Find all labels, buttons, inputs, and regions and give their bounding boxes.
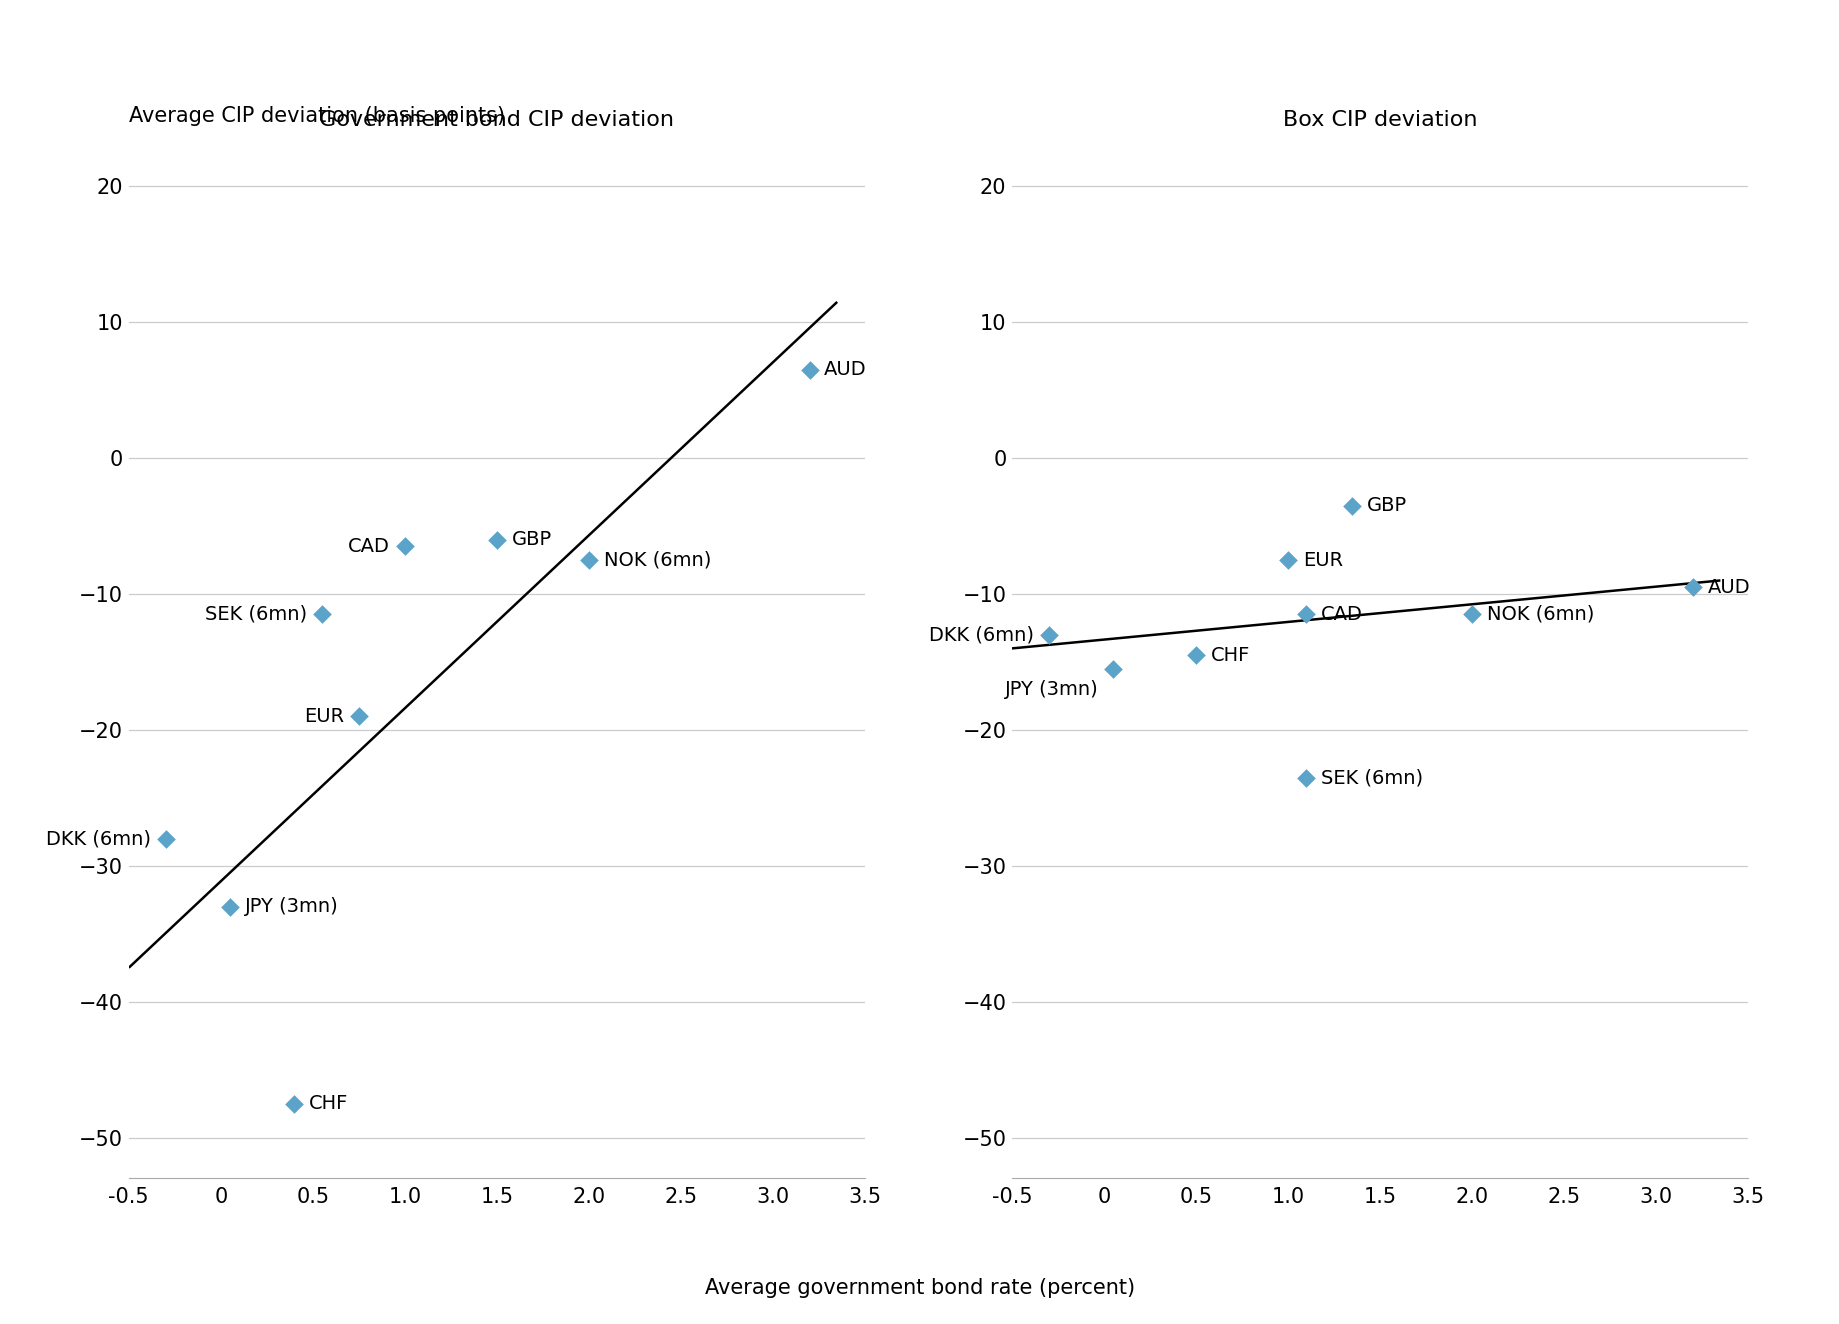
Title: Government bond CIP deviation: Government bond CIP deviation [320,110,673,130]
Point [151,828,180,849]
Text: AUD: AUD [824,360,866,380]
Text: DKK (6mn): DKK (6mn) [929,625,1034,645]
Point [215,896,245,918]
Title: Box CIP deviation: Box CIP deviation [1282,110,1477,130]
Text: SEK (6mn): SEK (6mn) [204,605,307,624]
Point [1098,658,1127,679]
Text: SEK (6mn): SEK (6mn) [1320,768,1423,786]
Text: EUR: EUR [1302,551,1342,569]
Text: DKK (6mn): DKK (6mn) [46,829,151,849]
Text: NOK (6mn): NOK (6mn) [603,551,710,569]
Point [482,530,511,551]
Point [1456,604,1486,625]
Point [1291,767,1320,788]
Text: CHF: CHF [309,1094,348,1113]
Point [1273,549,1302,571]
Text: GBP: GBP [511,530,552,549]
Text: JPY (3mn): JPY (3mn) [245,898,338,916]
Text: EUR: EUR [303,707,344,726]
Text: CAD: CAD [348,538,390,556]
Text: CAD: CAD [1320,605,1363,624]
Point [390,536,419,557]
Point [794,359,824,380]
Text: AUD: AUD [1707,577,1749,597]
Text: Average CIP deviation (basis points): Average CIP deviation (basis points) [129,106,504,126]
Text: NOK (6mn): NOK (6mn) [1486,605,1593,624]
Text: JPY (3mn): JPY (3mn) [1004,679,1098,699]
Point [1337,495,1366,516]
Point [1677,577,1707,598]
Point [280,1094,309,1115]
Point [344,706,373,727]
Point [1034,624,1063,645]
Text: CHF: CHF [1210,646,1249,665]
Point [1181,645,1210,666]
Point [1291,604,1320,625]
Point [307,604,337,625]
Point [574,549,603,571]
Text: Average government bond rate (percent): Average government bond rate (percent) [704,1278,1135,1298]
Text: GBP: GBP [1366,496,1407,515]
